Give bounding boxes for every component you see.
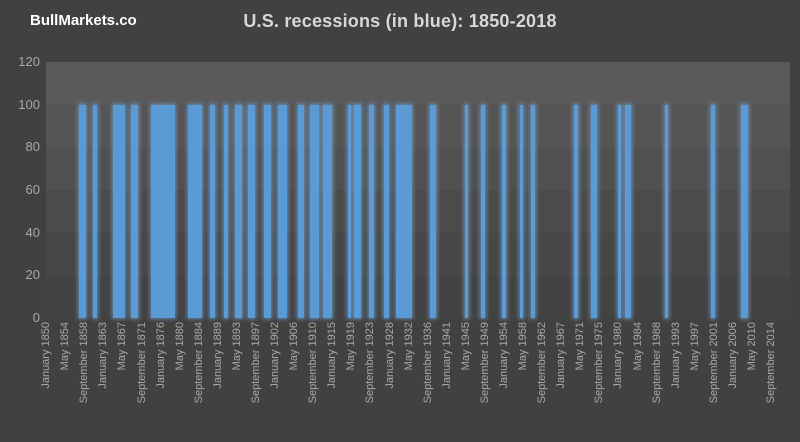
recession-bar (664, 104, 668, 318)
x-axis-label: January 1980 (612, 322, 625, 389)
recession-bar (368, 104, 375, 318)
x-axis-label: May 2010 (746, 322, 759, 371)
recession-bar (323, 104, 333, 318)
x-axis-label: January 2006 (726, 322, 739, 389)
brand-text: BullMarkets.co (30, 12, 137, 29)
x-axis-label: September 1936 (421, 322, 434, 404)
recession-bar (519, 104, 523, 318)
y-axis-label: 0 (32, 310, 40, 325)
x-axis-label: May 1854 (59, 322, 72, 371)
recession-bar (531, 104, 536, 318)
x-axis-label: September 1975 (593, 322, 606, 404)
recession-bar (464, 104, 468, 318)
recession-bar (235, 104, 242, 318)
x-axis-label: May 1880 (173, 322, 186, 371)
recession-bar (187, 104, 202, 318)
y-axis-label: 60 (25, 182, 40, 197)
x-axis-label: September 1923 (364, 322, 377, 404)
x-axis-label: May 1997 (688, 322, 701, 371)
x-axis-label: September 1884 (192, 322, 205, 404)
y-axis-label: 20 (25, 267, 40, 283)
recession-bar (354, 104, 362, 318)
recession-bar (150, 104, 175, 318)
x-axis-label: September 2014 (765, 322, 778, 404)
x-axis-label: May 1945 (459, 322, 472, 371)
x-axis-label: May 1958 (517, 322, 530, 371)
recession-bar (263, 104, 271, 318)
recession-bar (383, 104, 389, 318)
recession-bar (310, 104, 320, 318)
x-axis-label: January 1876 (154, 322, 167, 389)
x-axis-label: September 1910 (307, 322, 320, 404)
y-axis-label: 80 (25, 139, 40, 155)
recession-bar (573, 104, 579, 318)
recession-bar (741, 104, 749, 318)
x-axis-label: January 1902 (269, 322, 282, 389)
x-axis-label: January 1941 (440, 322, 453, 389)
x-axis-label: May 1984 (631, 322, 644, 371)
x-axis-label: September 1988 (650, 322, 663, 404)
y-axis-label: 120 (18, 54, 40, 69)
y-axis-label: 40 (25, 224, 40, 240)
recession-bar (131, 104, 139, 318)
chart-title: U.S. recessions (in blue): 1850-2018 (243, 11, 557, 31)
recession-bar (248, 104, 256, 318)
x-axis-label: January 1850 (40, 322, 53, 389)
recession-bar (113, 104, 126, 318)
x-axis-label: January 1993 (669, 322, 682, 389)
recession-bar (347, 104, 351, 318)
x-axis-label: September 1949 (478, 322, 491, 404)
x-axis-label: January 1928 (383, 322, 396, 389)
recession-bar (93, 104, 97, 318)
x-axis-label: January 1954 (498, 322, 511, 389)
x-axis-label: May 1867 (116, 322, 129, 371)
recession-bar (501, 104, 506, 318)
recession-bar (591, 104, 598, 318)
recession-bar (624, 104, 632, 318)
x-axis-label: May 1932 (402, 322, 415, 371)
x-axis-label: September 1871 (135, 322, 148, 404)
recession-bar (481, 104, 486, 318)
x-axis-label: September 1858 (78, 322, 91, 404)
x-axis-label: May 1893 (230, 322, 243, 371)
x-axis-label: May 1906 (288, 322, 301, 371)
x-axis-label: January 1967 (555, 322, 568, 389)
recession-bar (298, 104, 304, 318)
x-axis-label: September 2001 (707, 322, 720, 404)
x-axis-label: September 1897 (250, 322, 263, 404)
recession-bar (618, 104, 621, 318)
recession-bar (209, 104, 215, 318)
x-axis-label: January 1915 (326, 322, 339, 389)
recession-bar (78, 104, 86, 318)
x-axis-label: January 1863 (97, 322, 110, 389)
x-axis-label: September 1962 (536, 322, 549, 404)
recession-bar (277, 104, 287, 318)
recession-bar (711, 104, 715, 318)
x-axis-label: May 1971 (574, 322, 587, 371)
x-axis-label: January 1889 (211, 322, 224, 389)
recession-bar (224, 104, 229, 318)
recession-bar (396, 104, 413, 318)
x-axis-label: May 1919 (345, 322, 358, 371)
y-axis-label: 100 (18, 96, 40, 112)
recession-bar (430, 104, 436, 318)
